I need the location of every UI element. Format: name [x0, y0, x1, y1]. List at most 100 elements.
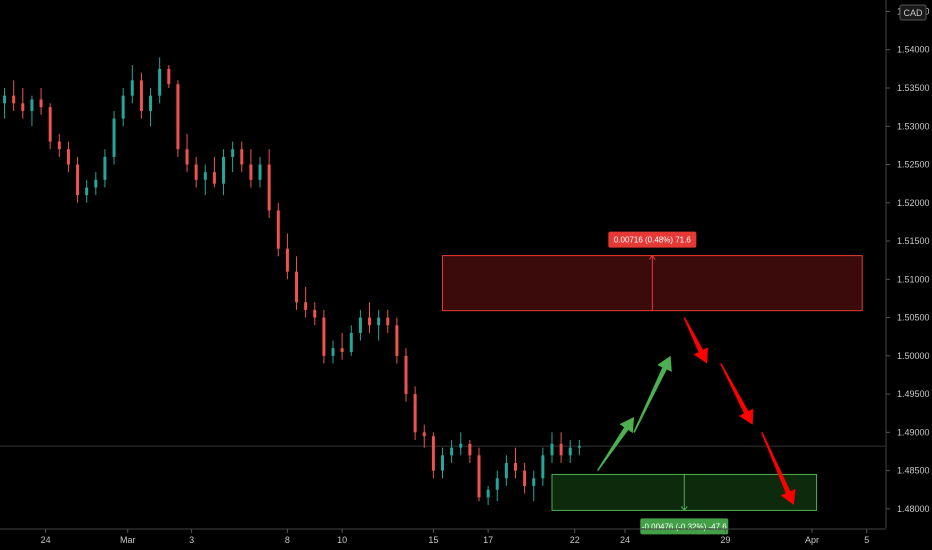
x-tick-label: 3: [189, 535, 194, 545]
candle-body: [231, 149, 235, 157]
range-up-label-bg: [608, 231, 697, 248]
projection-up-arrow: [597, 417, 635, 471]
candle-body: [577, 446, 581, 448]
candle-body: [532, 478, 536, 486]
candle-body: [21, 103, 25, 111]
y-tick-label: 1.53000: [897, 121, 930, 131]
candle-body: [322, 317, 326, 356]
candle-body: [285, 248, 289, 272]
candle-body: [550, 443, 554, 456]
candle-body: [450, 447, 454, 456]
y-tick-label: 1.48000: [897, 504, 930, 514]
candle-body: [340, 348, 344, 352]
x-tick-label: Apr: [805, 535, 819, 545]
range-down-label-bg: [640, 518, 729, 535]
range-zones: 0.00716 (0.48%) 71.6 -0.00476 (-0.32%) -4…: [442, 231, 863, 535]
projection-down-arrow: [720, 363, 754, 425]
range-down-measure-arrow: [680, 506, 688, 512]
candle-body: [103, 156, 107, 180]
candle-body: [240, 149, 244, 165]
x-tick-label: 8: [285, 535, 290, 545]
y-tick-label: 1.49000: [897, 427, 930, 437]
candle-body: [94, 179, 98, 188]
candle-body: [57, 141, 61, 150]
candle-body: [48, 107, 52, 142]
candle-body: [3, 95, 7, 104]
candle-body: [222, 156, 226, 184]
candle-body: [523, 470, 527, 486]
candle-body: [468, 443, 472, 456]
candle-body: [559, 443, 563, 456]
candle-body: [395, 325, 399, 356]
projection-arrows: [597, 317, 796, 505]
candle-body: [331, 348, 335, 356]
candle-body: [185, 149, 189, 165]
candle-body: [441, 455, 444, 471]
candle-body: [413, 394, 417, 433]
y-tick-label: 1.51000: [897, 274, 930, 284]
y-tick-label: 1.48500: [897, 466, 930, 476]
x-tick-label: 24: [620, 535, 630, 545]
candle-body: [267, 164, 271, 211]
x-tick-label: 15: [428, 535, 438, 545]
y-tick-label: 1.51500: [897, 236, 930, 246]
x-tick-label: 10: [337, 535, 347, 545]
candle-body: [504, 462, 508, 479]
y-tick-label: 1.52500: [897, 160, 930, 170]
candle-body: [30, 99, 34, 111]
candle-body: [313, 309, 317, 318]
candle-body: [404, 355, 408, 395]
projection-down-arrow: [683, 317, 708, 364]
candle-body: [276, 210, 280, 249]
candle-body: [568, 447, 572, 456]
projection-up-arrow: [633, 355, 672, 433]
candle-body: [377, 317, 381, 326]
y-tick-label: 1.49500: [897, 389, 930, 399]
projection-down-arrow: [761, 432, 796, 505]
candle-body: [194, 164, 198, 180]
y-tick-label: 1.53500: [897, 83, 930, 93]
candle-body: [149, 95, 153, 111]
candle-body: [39, 99, 43, 108]
x-tick-label: 5: [864, 535, 869, 545]
x-tick-label: 22: [570, 535, 580, 545]
x-tick-label: Mar: [120, 535, 136, 545]
candle-body: [139, 80, 143, 111]
candle-body: [212, 172, 216, 184]
candle-body: [258, 164, 262, 180]
x-tick-label: 17: [483, 535, 493, 545]
candle-body: [249, 164, 253, 180]
range-down-label: -0.00476 (-0.32%) -47.6: [642, 522, 727, 531]
candle-body: [112, 118, 116, 157]
y-tick-label: 1.50000: [897, 351, 930, 361]
x-axis: 24 Mar 3 8 10 15 17 22 24 29 Apr 5: [0, 528, 886, 545]
y-tick-label: 1.50500: [897, 313, 930, 323]
candle-body: [304, 302, 308, 310]
range-up-label: 0.00716 (0.48%) 71.6: [614, 236, 691, 245]
candle-body: [477, 455, 481, 498]
candle-body: [295, 271, 299, 303]
candle-body: [176, 84, 180, 150]
candle-body: [541, 455, 545, 479]
candle-body: [486, 489, 490, 498]
x-tick-label: 29: [720, 535, 730, 545]
candles: [3, 57, 581, 506]
candle-body: [513, 462, 517, 471]
x-tick-label: 24: [41, 535, 51, 545]
candle-body: [368, 317, 372, 326]
candle-body: [167, 68, 171, 85]
candle-body: [130, 80, 134, 96]
candle-body: [431, 436, 435, 471]
candle-body: [422, 432, 426, 437]
candle-body: [12, 95, 16, 104]
candle-body: [495, 478, 499, 490]
candle-body: [358, 317, 362, 333]
candle-body: [121, 95, 125, 119]
y-tick-label: 1.52000: [897, 198, 930, 208]
range-up-measure-arrow: [648, 254, 656, 260]
candle-body: [349, 332, 353, 352]
candle-body: [158, 68, 162, 96]
candle-body: [66, 149, 70, 165]
currency-badge: CAD: [899, 4, 927, 21]
